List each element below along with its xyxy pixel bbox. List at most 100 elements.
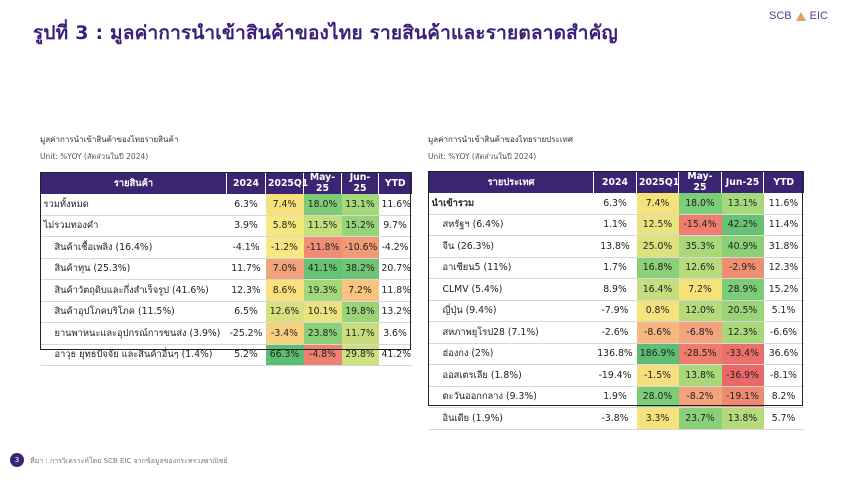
country-row: อินเดีย (1.9%) -3.8% 3.3% 23.7% 13.8% 5.7% [428, 407, 804, 430]
country-row: สหรัฐฯ (6.4%) 1.1% 12.5% -15.4% 42.2% 11.4% [428, 214, 804, 236]
product-row-label: ยานพาหนะและอุปกรณ์การขนส่ง (3.9%) [40, 322, 227, 345]
country-row-label: จีน (26.3%) [428, 235, 594, 258]
country-cell-may-25: -28.5% [678, 343, 722, 365]
product-cell-jun-25: 15.2% [341, 215, 379, 237]
country-cell-ytd: -8.1% [763, 364, 804, 387]
country-cell-2024: 1.7% [593, 257, 637, 279]
country-cell-may-25: 18.0% [678, 193, 722, 215]
country-row: จีน (26.3%) 13.8% 25.0% 35.3% 40.9% 31.8% [428, 235, 804, 258]
country-cell-may-25: 23.7% [678, 407, 722, 430]
country-row: ญี่ปุ่น (9.4%) -7.9% 0.8% 12.0% 20.5% 5.1% [428, 300, 804, 322]
country-import-table: รายประเทศ 2024 2025Q1 May-25 Jun-25 YTD นำเข้… [428, 171, 804, 430]
country-row-label: ตะวันออกกลาง (9.3%) [428, 386, 594, 408]
product-cell-2025q1: -1.2% [265, 236, 304, 259]
country-cell-2025q1: 3.3% [636, 407, 679, 430]
country-row-label: สหภาพยุโรป28 (7.1%) [428, 321, 594, 344]
product-row-label: รวมทั้งหมด [40, 194, 227, 216]
product-cell-may-25: 10.1% [303, 301, 342, 323]
product-row-label: ไม่รวมทองคำ [40, 215, 227, 237]
page-number-badge: 3 [10, 453, 24, 467]
product-header-0: รายสินค้า [40, 172, 227, 194]
country-row: CLMV (5.4%) 8.9% 16.4% 7.2% 28.9% 15.2% [428, 278, 804, 301]
country-cell-2024: -7.9% [593, 300, 637, 322]
product-cell-ytd: 13.2% [378, 301, 412, 323]
product-cell-ytd: 41.2% [378, 344, 412, 366]
country-cell-jun-25: 28.9% [721, 278, 764, 301]
country-cell-jun-25: -33.4% [721, 343, 764, 365]
country-header-0: รายประเทศ [428, 171, 594, 193]
product-row: อาวุธ ยุทธปัจจัย และสินค้าอื่นๆ (1.4%) 5.… [40, 344, 412, 366]
country-cell-may-25: -6.8% [678, 321, 722, 344]
country-cell-may-25: 12.0% [678, 300, 722, 322]
country-cell-ytd: 8.2% [763, 386, 804, 408]
country-cell-2025q1: 28.0% [636, 386, 679, 408]
country-cell-2025q1: 0.8% [636, 300, 679, 322]
product-cell-may-25: -11.8% [303, 236, 342, 259]
country-cell-may-25: 12.6% [678, 257, 722, 279]
page-title: รูปที่ 3 : มูลค่าการนำเข้าสินค้าของไทย ร… [33, 22, 618, 44]
country-cell-2025q1: -1.5% [636, 364, 679, 387]
product-row-label: สินค้าวัตถุดิบและกึ่งสำเร็จรูป (41.6%) [40, 279, 227, 302]
country-cell-2024: -2.6% [593, 321, 637, 344]
product-cell-2025q1: 8.6% [265, 279, 304, 302]
country-row-label: ฮ่องกง (2%) [428, 343, 594, 365]
country-cell-ytd: -6.6% [763, 321, 804, 344]
product-row: รวมทั้งหมด 6.3% 7.4% 18.0% 13.1% 11.6% [40, 194, 412, 216]
product-row: สินค้าทุน (25.3%) 11.7% 7.0% 41.1% 38.2% 20.7… [40, 258, 412, 280]
product-cell-may-25: 19.3% [303, 279, 342, 302]
country-row: ออสเตรเลีย (1.8%) -19.4% -1.5% 13.8% -36.9% -… [428, 364, 804, 387]
product-cell-ytd: 20.7% [378, 258, 412, 280]
product-header-4: Jun-25 [341, 172, 379, 194]
product-cell-ytd: 11.6% [378, 194, 412, 216]
product-cell-may-25: 23.8% [303, 322, 342, 345]
country-cell-2025q1: 12.5% [636, 214, 679, 236]
product-row: สินค้าวัตถุดิบและกึ่งสำเร็จรูป (41.6%) 12… [40, 279, 412, 302]
country-cell-jun-25: -19.1% [721, 386, 764, 408]
product-row-label: สินค้าเชื้อเพลิง (16.4%) [40, 236, 227, 259]
product-cell-2024: -25.2% [226, 322, 266, 345]
product-import-table: รายสินค้า 2024 2025Q1 May-25 Jun-25 YTD รวมทั… [40, 172, 412, 366]
country-cell-may-25: -15.4% [678, 214, 722, 236]
product-cell-ytd: -4.2% [378, 236, 412, 259]
product-row: สินค้าเชื้อเพลิง (16.4%) -4.1% -1.2% -11.8%… [40, 236, 412, 259]
country-row: ฮ่องกง (2%) 136.8% 186.9% -28.5% -33.4% 36.6% [428, 343, 804, 365]
country-cell-ytd: 31.8% [763, 235, 804, 258]
country-cell-2024: 136.8% [593, 343, 637, 365]
country-cell-ytd: 15.2% [763, 278, 804, 301]
country-row-label: สหรัฐฯ (6.4%) [428, 214, 594, 236]
country-cell-ytd: 5.7% [763, 407, 804, 430]
product-cell-2025q1: 66.3% [265, 344, 304, 366]
product-cell-2024: 6.3% [226, 194, 266, 216]
product-cell-may-25: 41.1% [303, 258, 342, 280]
country-cell-2024: 1.1% [593, 214, 637, 236]
country-header-5: YTD [763, 171, 804, 193]
product-cell-2024: 12.3% [226, 279, 266, 302]
right-table-subtitle: มูลค่าการนำเข้าสินค้าของไทยรายประเทศ [428, 135, 573, 144]
country-cell-2024: -3.8% [593, 407, 637, 430]
country-header-3: May-25 [678, 171, 722, 193]
country-cell-may-25: 35.3% [678, 235, 722, 258]
logo-triangle-icon [795, 11, 806, 21]
product-row: ไม่รวมทองคำ 3.9% 5.8% 11.5% 15.2% 9.7% [40, 215, 412, 237]
product-cell-2025q1: 5.8% [265, 215, 304, 237]
product-header-2: 2025Q1 [265, 172, 308, 194]
product-cell-may-25: -4.8% [303, 344, 342, 366]
product-cell-2025q1: 12.6% [265, 301, 304, 323]
country-cell-2025q1: -8.6% [636, 321, 679, 344]
product-cell-jun-25: 11.7% [341, 322, 379, 345]
product-cell-jun-25: 13.1% [341, 194, 379, 216]
product-cell-2025q1: -3.4% [265, 322, 304, 345]
product-row-label: สินค้าอุปโภคบริโภค (11.5%) [40, 301, 227, 323]
country-cell-may-25: 13.8% [678, 364, 722, 387]
country-cell-2025q1: 25.0% [636, 235, 679, 258]
country-cell-2024: 1.9% [593, 386, 637, 408]
country-cell-jun-25: 12.3% [721, 321, 764, 344]
product-cell-ytd: 9.7% [378, 215, 412, 237]
country-cell-2024: 8.9% [593, 278, 637, 301]
country-cell-2024: 13.8% [593, 235, 637, 258]
country-row: อาเซียน5 (11%) 1.7% 16.8% 12.6% -2.9% 12.3% [428, 257, 804, 279]
country-cell-ytd: 11.6% [763, 193, 804, 215]
country-cell-jun-25: 20.5% [721, 300, 764, 322]
product-cell-2024: 5.2% [226, 344, 266, 366]
product-cell-jun-25: 38.2% [341, 258, 379, 280]
